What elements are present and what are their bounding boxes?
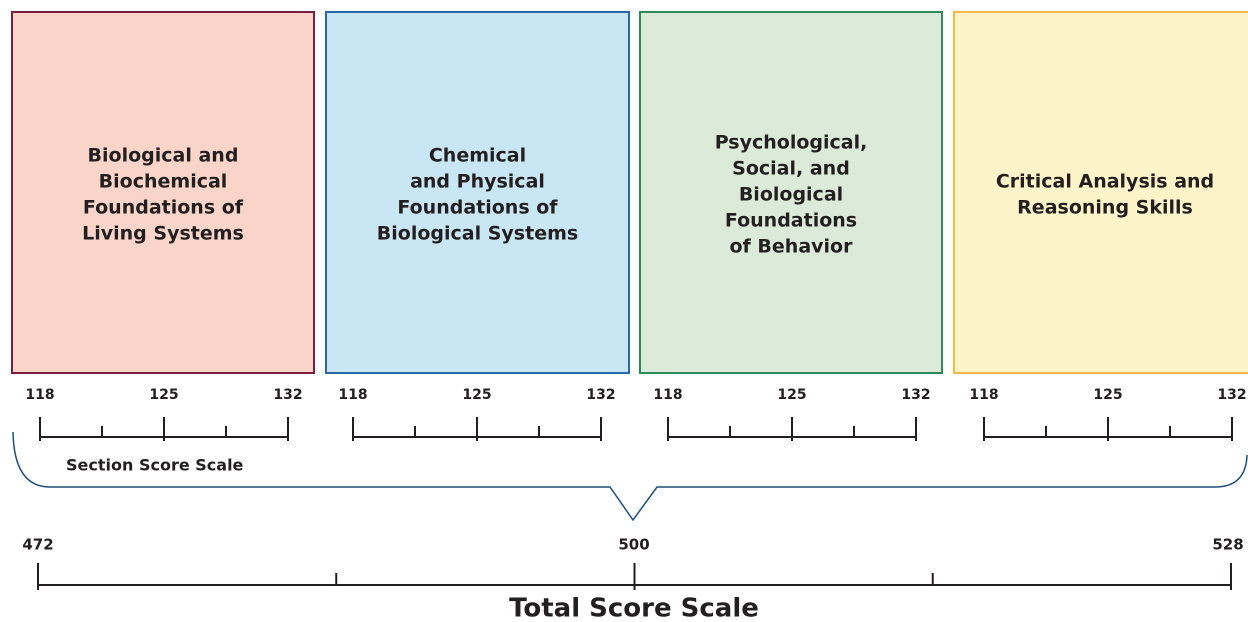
section-title-line: Foundations of [397,197,558,219]
section-scale-tick-label: 118 [25,387,54,403]
section-scale-tick-label: 125 [1093,387,1122,403]
section-scale-tick-label: 118 [338,387,367,403]
section-scale-tick-label: 118 [653,387,682,403]
section-title-line: Biological and [88,145,239,167]
section-title-line: Reasoning Skills [1017,197,1193,219]
section-scale-label: Section Score Scale [66,456,244,475]
section-scale-tick-label: 125 [777,387,806,403]
section-scale-tick-label: 125 [462,387,491,403]
section-scale-tick-label: 132 [586,387,615,403]
section-title-line: Biological [739,184,843,206]
section-title-line: Biological Systems [377,223,578,245]
section-title-line: Social, and [732,158,850,180]
section-scale-tick-label: 125 [149,387,178,403]
section-scale-tick-label: 132 [901,387,930,403]
section-title-line: Psychological, [715,132,868,154]
section-scale-tick-label: 132 [273,387,302,403]
section-box [639,11,943,374]
section-title-line: Chemical [429,145,526,167]
section-title-line: and Physical [410,171,545,193]
section-title-line: Critical Analysis and [996,171,1214,193]
section-title-line: Living Systems [82,223,244,245]
section-title-line: of Behavior [730,236,854,258]
section-scale-tick-label: 132 [1217,387,1246,403]
section-box [953,11,1248,374]
total-scale-tick-label: 528 [1212,536,1243,554]
section-scale-tick-label: 118 [969,387,998,403]
total-scale-tick-label: 472 [22,536,53,554]
section-title-line: Foundations of [83,197,244,219]
section-title-line: Foundations [725,210,857,232]
brace [12,431,1248,522]
total-scale-label: Total Score Scale [509,594,759,622]
section-box [11,11,315,374]
section-box [325,11,630,374]
section-title-line: Biochemical [99,171,228,193]
total-scale-tick-label: 500 [618,536,649,554]
